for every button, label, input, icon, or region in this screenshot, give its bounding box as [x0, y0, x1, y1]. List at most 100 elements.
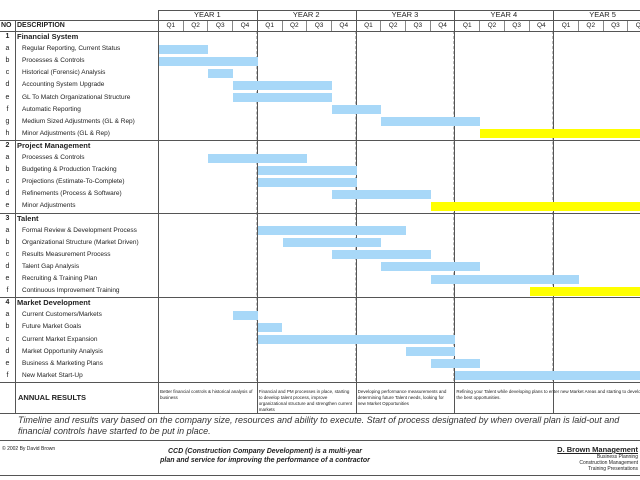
gantt-bar: [257, 322, 283, 332]
gantt-bar: [331, 250, 431, 260]
task-label: Processes & Controls: [22, 57, 85, 65]
task-row: f Automatic Reporting: [0, 104, 640, 116]
task-letter: f: [6, 287, 9, 295]
annual-result-cell: Financial and PM processes in place, sta…: [258, 389, 353, 412]
divider: [15, 20, 16, 413]
task-row: a Processes & Controls: [0, 152, 640, 164]
task-label: Automatic Reporting: [22, 105, 81, 113]
task-row: b Budgeting & Production Tracking: [0, 164, 640, 176]
task-row: f New Market Start-Up: [0, 370, 640, 382]
line: [0, 381, 640, 383]
quarter-header: Q2: [380, 20, 405, 31]
task-label: Budgeting & Production Tracking: [22, 166, 117, 174]
header-description: DESCRIPTION: [17, 22, 65, 29]
gantt-bar: [257, 177, 357, 187]
task-label: Continuous Improvement Training: [22, 287, 120, 295]
section-divider: [0, 31, 640, 32]
task-label: Formal Review & Development Process: [22, 226, 137, 234]
task-letter: a: [5, 154, 10, 161]
task-label: Accounting System Upgrade: [22, 81, 105, 89]
task-letter: c: [5, 178, 10, 186]
section-divider: [0, 139, 640, 141]
section-title: Financial System: [17, 32, 79, 41]
task-label: Minor Adjustments: [22, 202, 76, 210]
task-letter: a: [5, 311, 10, 319]
gantt-bar: [257, 335, 456, 344]
gantt-bar: [233, 93, 332, 102]
section-divider: [0, 297, 640, 299]
quarter-header: Q2: [182, 20, 208, 31]
task-label: Talent Gap Analysis: [22, 262, 80, 270]
gantt-bar: [331, 105, 382, 115]
divider: [0, 475, 640, 476]
task-row: g Medium Sized Adjustments (GL & Rep): [0, 116, 640, 128]
quarter-header: Q3: [306, 20, 331, 31]
company-name: D. Brown Management: [557, 445, 638, 454]
section-number: 2: [5, 141, 10, 149]
task-letter: e: [5, 359, 10, 367]
task-letter: a: [5, 226, 10, 234]
task-letter: d: [5, 347, 10, 355]
task-label: Processes & Controls: [22, 154, 85, 161]
task-letter: h: [5, 129, 10, 137]
task-letter: b: [5, 166, 10, 174]
task-label: Minor Adjustments (GL & Rep): [22, 129, 110, 137]
task-row: c Results Measurement Process: [0, 249, 640, 261]
task-row: d Accounting System Upgrade: [0, 79, 640, 91]
task-label: Organizational Structure (Market Driven): [22, 238, 139, 246]
task-letter: c: [5, 250, 10, 258]
section-title: Market Development: [17, 298, 91, 308]
task-row: h Minor Adjustments (GL & Rep): [0, 128, 640, 140]
service-item: Training Presentations: [588, 466, 638, 472]
year-header: YEAR 5: [589, 10, 616, 19]
quarter-header: Q2: [479, 20, 504, 31]
year-divider: [553, 10, 555, 413]
task-label: New Market Start-Up: [22, 371, 83, 379]
task-letter: f: [6, 371, 9, 379]
tagline: CCD (Construction Company Development) i…: [160, 448, 370, 464]
task-label: Business & Marketing Plans: [22, 359, 103, 367]
line: [0, 20, 640, 21]
section-title: Talent: [17, 213, 39, 223]
section-row: 1 Financial System: [0, 31, 640, 43]
quarter-header: Q3: [405, 20, 430, 31]
task-letter: e: [5, 93, 10, 101]
task-label: Current Customers/Markets: [22, 311, 102, 319]
task-letter: g: [5, 117, 10, 125]
task-row: d Talent Gap Analysis: [0, 261, 640, 273]
gantt-bar: [381, 262, 481, 272]
year-gridline: [354, 31, 356, 381]
task-label: Recruiting & Training Plan: [22, 275, 98, 282]
section-title: Project Management: [17, 140, 91, 150]
task-row: b Future Market Goals: [0, 321, 640, 333]
task-letter: a: [5, 45, 10, 53]
gantt-bar: [529, 286, 640, 296]
quarter-header: Q3: [602, 20, 628, 31]
task-row: b Processes & Controls: [0, 55, 640, 67]
task-row: d Market Opportunity Analysis: [0, 346, 640, 358]
gantt-bar: [455, 371, 640, 381]
task-letter: d: [5, 262, 10, 270]
year-header: YEAR 2: [292, 10, 320, 19]
gantt-bar: [282, 238, 382, 248]
gantt-bar: [257, 226, 406, 236]
service-item: Business Planning: [596, 454, 638, 460]
section-row: 4 Market Development: [0, 297, 640, 309]
year-header: YEAR 4: [490, 10, 518, 19]
task-row: a Current Customers/Markets: [0, 309, 640, 321]
annual-result-cell: Developing performance measurements and …: [357, 389, 447, 406]
task-letter: b: [5, 238, 10, 246]
copyright: © 2002 By David Brown: [2, 446, 56, 452]
task-row: e Business & Marketing Plans: [0, 358, 640, 370]
service-item: Construction Management: [579, 460, 638, 466]
task-row: e Minor Adjustments: [0, 200, 640, 212]
gantt-bar: [430, 274, 579, 284]
task-letter: c: [5, 69, 10, 77]
task-letter: d: [5, 190, 10, 198]
task-letter: e: [5, 202, 10, 210]
annual-result-cell: Better financial controls & historical a…: [160, 389, 253, 400]
task-row: c Projections (Estimate-To-Complete): [0, 176, 640, 188]
year-divider: [355, 10, 357, 413]
gantt-bar: [233, 310, 258, 320]
section-divider: [0, 212, 640, 214]
